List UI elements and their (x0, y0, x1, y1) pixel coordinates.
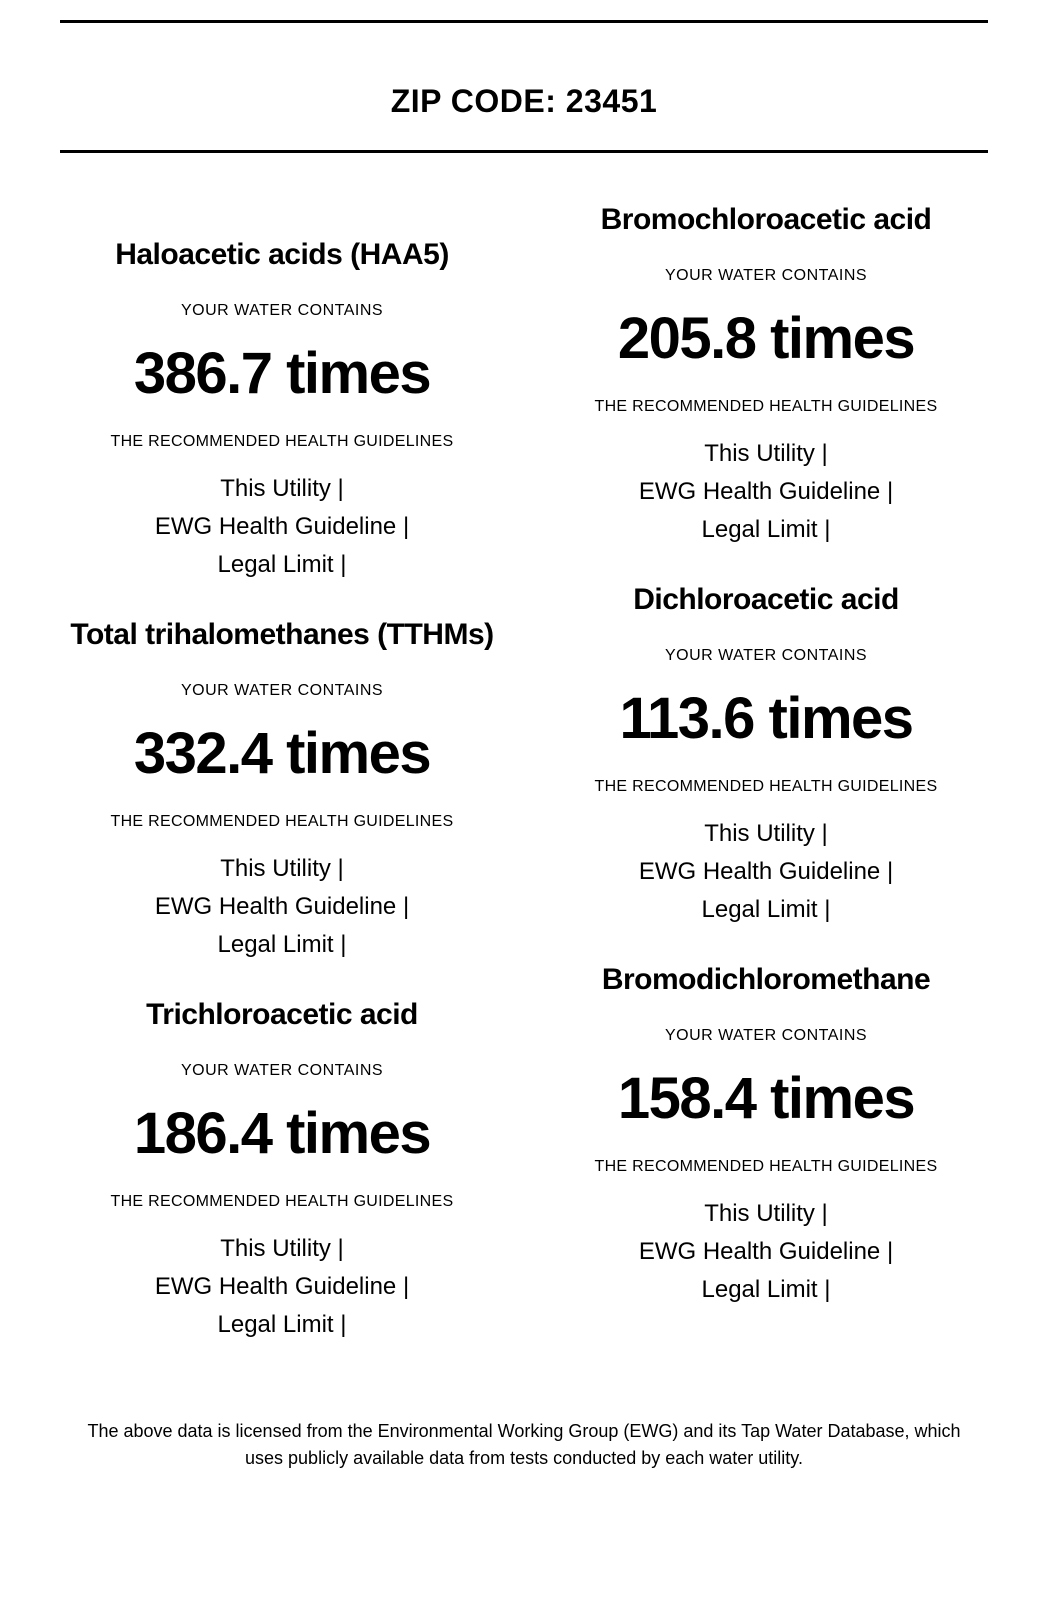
contaminant-name: Bromochloroacetic acid (544, 203, 988, 237)
multiplier-value: 186.4 times (60, 1105, 504, 1163)
links-list: This Utility | EWG Health Guideline | Le… (544, 1196, 988, 1308)
link-legal-limit[interactable]: Legal Limit | (60, 1307, 504, 1343)
links-list: This Utility | EWG Health Guideline | Le… (544, 816, 988, 928)
contaminant-block: Trichloroacetic acid YOUR WATER CONTAINS… (60, 998, 504, 1343)
link-ewg-guideline[interactable]: EWG Health Guideline | (60, 889, 504, 925)
contaminant-name: Haloacetic acids (HAA5) (60, 238, 504, 272)
contaminant-block: Bromodichloromethane YOUR WATER CONTAINS… (544, 963, 988, 1308)
contains-label: YOUR WATER CONTAINS (60, 302, 504, 320)
footer-note: The above data is licensed from the Envi… (60, 1418, 988, 1472)
link-legal-limit[interactable]: Legal Limit | (544, 512, 988, 548)
guidelines-label: THE RECOMMENDED HEALTH GUIDELINES (60, 1193, 504, 1211)
guidelines-label: THE RECOMMENDED HEALTH GUIDELINES (544, 778, 988, 796)
contains-label: YOUR WATER CONTAINS (60, 682, 504, 700)
link-legal-limit[interactable]: Legal Limit | (544, 892, 988, 928)
multiplier-value: 332.4 times (60, 725, 504, 783)
link-ewg-guideline[interactable]: EWG Health Guideline | (544, 474, 988, 510)
link-this-utility[interactable]: This Utility | (544, 436, 988, 472)
contaminant-name: Total trihalomethanes (TTHMs) (60, 618, 504, 652)
right-column: Bromochloroacetic acid YOUR WATER CONTAI… (544, 203, 988, 1378)
links-list: This Utility | EWG Health Guideline | Le… (60, 1231, 504, 1343)
contaminant-name: Dichloroacetic acid (544, 583, 988, 617)
page-title: ZIP CODE: 23451 (60, 53, 988, 150)
link-ewg-guideline[interactable]: EWG Health Guideline | (544, 1234, 988, 1270)
multiplier-value: 158.4 times (544, 1070, 988, 1128)
links-list: This Utility | EWG Health Guideline | Le… (60, 471, 504, 583)
contains-label: YOUR WATER CONTAINS (544, 647, 988, 665)
link-ewg-guideline[interactable]: EWG Health Guideline | (544, 854, 988, 890)
link-this-utility[interactable]: This Utility | (60, 851, 504, 887)
link-this-utility[interactable]: This Utility | (60, 471, 504, 507)
guidelines-label: THE RECOMMENDED HEALTH GUIDELINES (60, 813, 504, 831)
contains-label: YOUR WATER CONTAINS (544, 1027, 988, 1045)
contains-label: YOUR WATER CONTAINS (544, 267, 988, 285)
contaminant-name: Trichloroacetic acid (60, 998, 504, 1032)
guidelines-label: THE RECOMMENDED HEALTH GUIDELINES (544, 398, 988, 416)
multiplier-value: 205.8 times (544, 310, 988, 368)
link-this-utility[interactable]: This Utility | (60, 1231, 504, 1267)
link-legal-limit[interactable]: Legal Limit | (60, 547, 504, 583)
links-list: This Utility | EWG Health Guideline | Le… (60, 851, 504, 963)
contaminant-name: Bromodichloromethane (544, 963, 988, 997)
link-ewg-guideline[interactable]: EWG Health Guideline | (60, 509, 504, 545)
link-ewg-guideline[interactable]: EWG Health Guideline | (60, 1269, 504, 1305)
left-column: Haloacetic acids (HAA5) YOUR WATER CONTA… (60, 203, 504, 1378)
contaminant-block: Total trihalomethanes (TTHMs) YOUR WATER… (60, 618, 504, 963)
link-this-utility[interactable]: This Utility | (544, 816, 988, 852)
contaminant-block: Dichloroacetic acid YOUR WATER CONTAINS … (544, 583, 988, 928)
link-legal-limit[interactable]: Legal Limit | (544, 1272, 988, 1308)
content-columns: Haloacetic acids (HAA5) YOUR WATER CONTA… (60, 203, 988, 1378)
guidelines-label: THE RECOMMENDED HEALTH GUIDELINES (544, 1158, 988, 1176)
contains-label: YOUR WATER CONTAINS (60, 1062, 504, 1080)
guidelines-label: THE RECOMMENDED HEALTH GUIDELINES (60, 433, 504, 451)
contaminant-block: Haloacetic acids (HAA5) YOUR WATER CONTA… (60, 238, 504, 583)
link-legal-limit[interactable]: Legal Limit | (60, 927, 504, 963)
multiplier-value: 113.6 times (544, 690, 988, 748)
contaminant-block: Bromochloroacetic acid YOUR WATER CONTAI… (544, 203, 988, 548)
links-list: This Utility | EWG Health Guideline | Le… (544, 436, 988, 548)
link-this-utility[interactable]: This Utility | (544, 1196, 988, 1232)
multiplier-value: 386.7 times (60, 345, 504, 403)
